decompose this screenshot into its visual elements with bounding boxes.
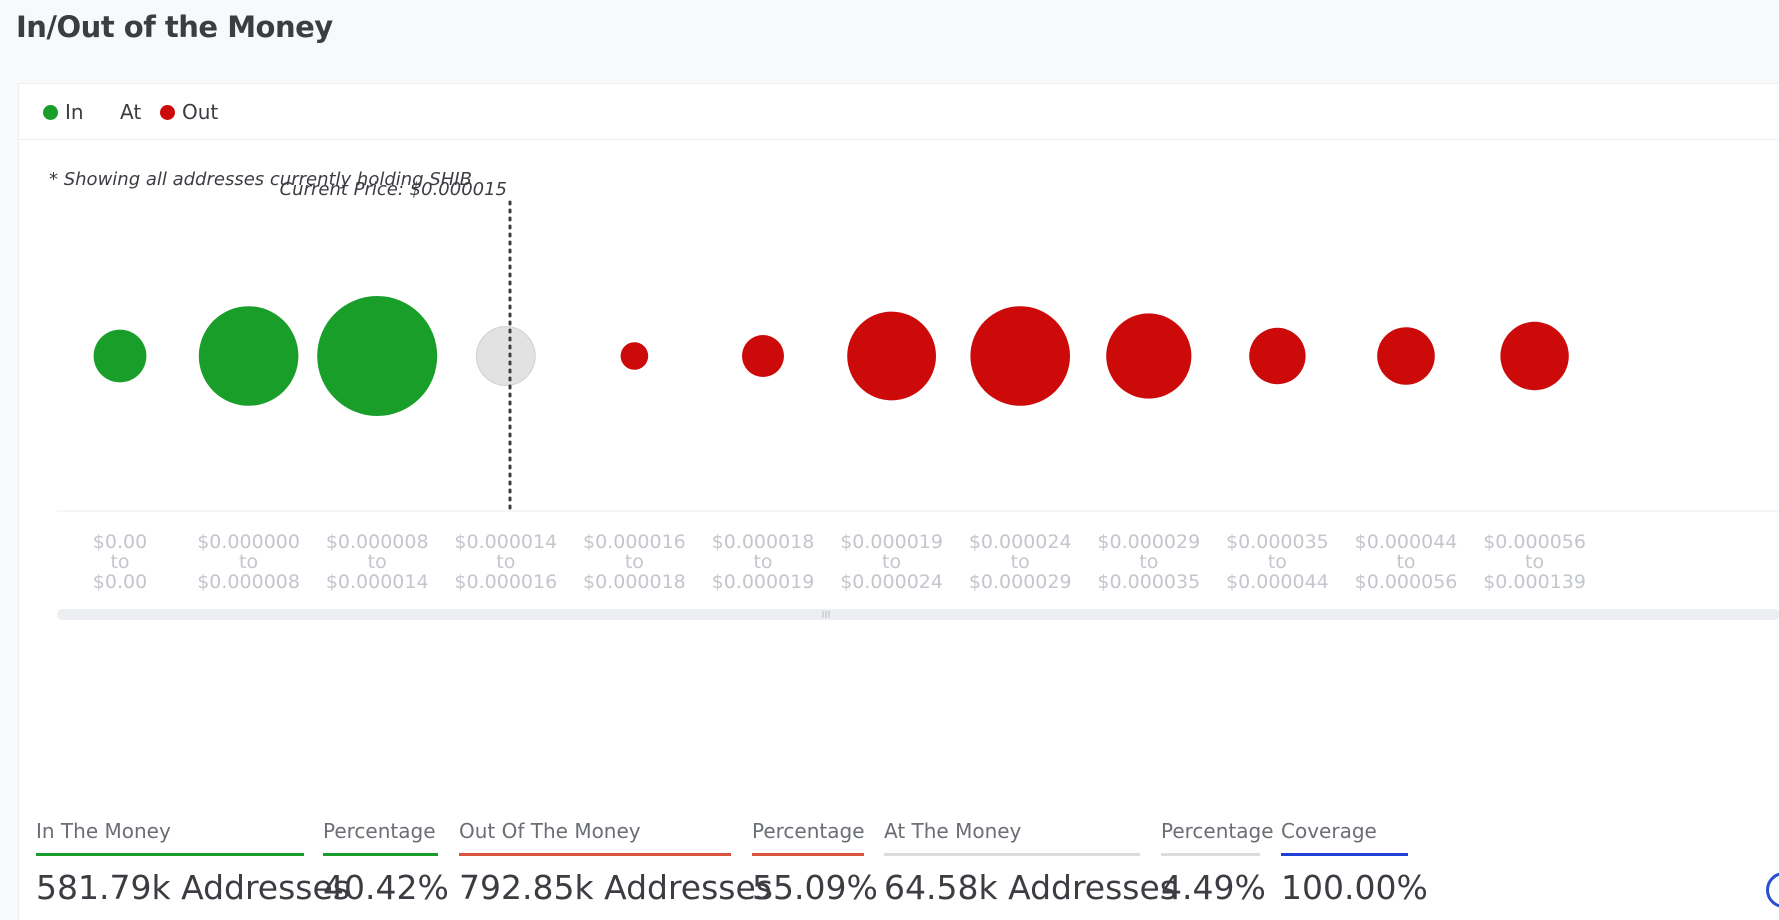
x-tick-label: to [239, 551, 258, 573]
bubble-at[interactable] [475, 326, 536, 386]
x-tick-label: to [496, 551, 515, 573]
stat-label: Percentage [752, 819, 865, 843]
x-tick-label: to [1525, 551, 1544, 573]
stat-underline [36, 853, 304, 856]
x-tick-label: $0.000016 [583, 531, 686, 553]
scrollbar-handle-icon[interactable] [822, 611, 830, 618]
x-tick-label: $0.000035 [1226, 531, 1329, 553]
bubbles-group [93, 296, 1569, 416]
horizontal-scrollbar[interactable] [57, 609, 1779, 620]
x-tick-label: $0.000008 [326, 531, 429, 553]
x-tick-label: $0.000024 [840, 571, 943, 593]
bubble-out[interactable] [970, 306, 1070, 406]
stat-underline [884, 853, 1140, 856]
x-tick-label: $0.000044 [1355, 531, 1458, 553]
stat-underline [459, 853, 731, 856]
bubble-in[interactable] [317, 296, 438, 416]
stat-label: At The Money [884, 819, 1022, 843]
x-tick-label: $0.00 [93, 571, 147, 593]
legend-label: At [120, 100, 142, 124]
page-title: In/Out of the Money [16, 10, 333, 44]
current-price-label: Current Price: $0.000015 [280, 179, 507, 200]
stat-6: Coverage 100.00% [1281, 819, 1428, 907]
bubble-out[interactable] [742, 335, 784, 377]
legend-label: Out [182, 100, 219, 124]
x-tick-label: $0.000018 [583, 571, 686, 593]
x-tick-label: $0.000019 [840, 531, 943, 553]
legend-dot-icon [43, 104, 58, 120]
x-tick-label: $0.000035 [1097, 571, 1200, 593]
stat-underline [323, 853, 438, 856]
bubble-out[interactable] [847, 311, 936, 401]
x-tick-label: $0.000000 [197, 531, 300, 553]
bubble-in[interactable] [93, 329, 147, 383]
stat-label: Out Of The Money [459, 819, 641, 843]
stat-value: 64.58k Addresses [884, 868, 1177, 907]
stat-underline [1161, 853, 1260, 856]
chart-card: In At Out * Showing all addresses curren… [18, 83, 1779, 920]
x-tick-label: $0.000056 [1355, 571, 1458, 593]
bubble-out[interactable] [1500, 321, 1569, 391]
stat-value: 55.09% [752, 868, 878, 907]
bubble-chart: Current Price: $0.000015 $0.00to$0.00$0.… [57, 179, 1779, 620]
legend-item-in[interactable]: In [43, 100, 84, 124]
x-tick-label: to [625, 551, 644, 573]
legend-dot-icon [160, 104, 175, 120]
stat-value: 40.42% [323, 868, 449, 907]
legend-item-at[interactable]: At [120, 100, 141, 124]
x-tick-label: to [882, 551, 901, 573]
stat-4: At The Money 64.58k Addresses [884, 819, 1177, 907]
stat-label: Coverage [1281, 819, 1377, 843]
bubble-out[interactable] [1377, 327, 1435, 385]
stat-value: 100.00% [1281, 868, 1428, 907]
stat-2: Out Of The Money 792.85k Addresses [459, 819, 773, 907]
stat-3: Percentage 55.09% [752, 819, 878, 907]
stat-0: In The Money 581.79k Addresses [36, 819, 350, 907]
legend-label: In [65, 100, 84, 124]
x-tick-label: to [1011, 551, 1030, 573]
x-tick-label: $0.000056 [1483, 531, 1586, 553]
stat-label: Percentage [1161, 819, 1274, 843]
legend-item-out[interactable]: Out [160, 100, 218, 124]
x-tick-label: to [1139, 551, 1158, 573]
x-tick-label: $0.000018 [712, 531, 815, 553]
x-tick-label: $0.000019 [712, 571, 815, 593]
x-tick-label: $0.000008 [197, 571, 300, 593]
x-tick-label: $0.000014 [326, 571, 429, 593]
x-tick-label: to [110, 551, 129, 573]
legend: In At Out [19, 84, 1779, 140]
holding-note: * Showing all addresses currently holdin… [49, 169, 472, 190]
stat-label: In The Money [36, 819, 171, 843]
stat-underline [1281, 853, 1408, 856]
x-tick-label: $0.00 [93, 531, 147, 553]
x-tick-label: $0.000029 [969, 571, 1072, 593]
x-tick-label: to [1268, 551, 1287, 573]
x-axis-ticks: $0.00to$0.00$0.000000to$0.000008$0.00000… [93, 531, 1586, 593]
stat-5: Percentage 4.49% [1161, 819, 1274, 907]
x-tick-label: $0.000029 [1097, 531, 1200, 553]
x-tick-label: $0.000014 [454, 531, 557, 553]
x-tick-label: to [753, 551, 772, 573]
x-tick-label: $0.000044 [1226, 571, 1329, 593]
stat-underline [752, 853, 864, 856]
bubble-out[interactable] [1249, 327, 1306, 385]
stat-label: Percentage [323, 819, 436, 843]
bubble-out[interactable] [620, 342, 649, 370]
stat-value: 581.79k Addresses [36, 868, 350, 907]
stat-value: 792.85k Addresses [459, 868, 773, 907]
x-tick-label: $0.000024 [969, 531, 1072, 553]
stat-value: 4.49% [1161, 868, 1266, 907]
summary-stats: In The Money 581.79k Addresses Percentage 4… [19, 819, 1779, 920]
x-tick-label: $0.000016 [454, 571, 557, 593]
x-tick-label: $0.000139 [1483, 571, 1586, 593]
stat-1: Percentage 40.42% [323, 819, 449, 907]
x-tick-label: to [368, 551, 387, 573]
bubble-out[interactable] [1106, 313, 1192, 399]
x-tick-label: to [1396, 551, 1415, 573]
bubble-in[interactable] [198, 306, 299, 406]
